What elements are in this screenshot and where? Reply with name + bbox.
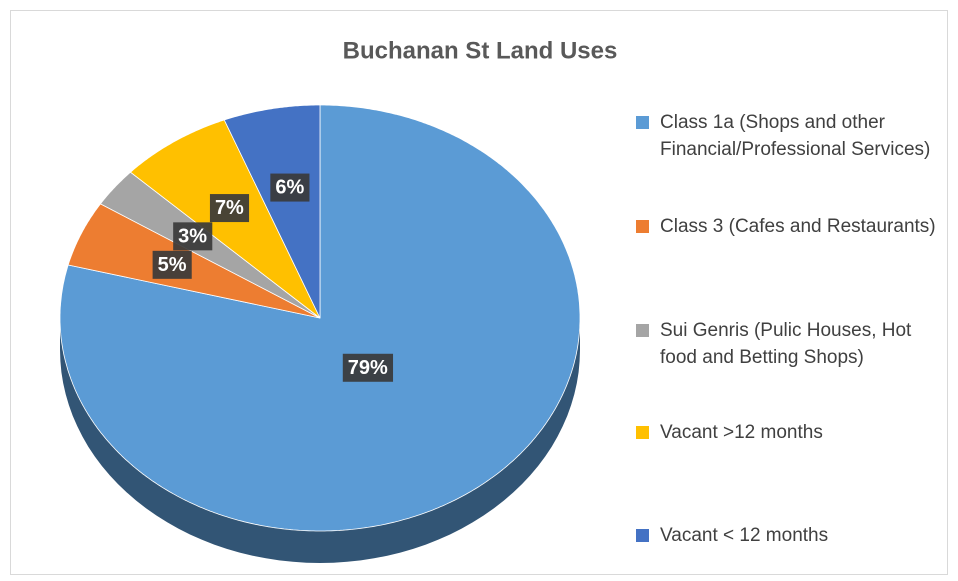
data-label: 79%: [348, 357, 388, 379]
data-label-group: 3%: [173, 222, 213, 251]
data-label: 7%: [215, 197, 244, 219]
legend-swatch: [636, 116, 649, 129]
legend-label: Class 3 (Cafes and Restaurants): [660, 216, 936, 237]
legend-swatch: [636, 426, 649, 439]
legend-entry: Class 1a (Shops and other Financial/Prof…: [636, 109, 946, 163]
legend-swatch: [636, 324, 649, 337]
data-label-group: 5%: [152, 250, 192, 279]
legend-swatch: [636, 529, 649, 542]
legend-entry: Vacant < 12 months: [636, 522, 946, 549]
legend-entry: Sui Genris (Pulic Houses, Hot food and B…: [636, 317, 946, 371]
data-label: 3%: [178, 225, 207, 247]
data-label-bg: [270, 173, 310, 202]
data-label: 6%: [275, 177, 304, 199]
legend-swatch: [636, 220, 649, 233]
data-label-bg: [209, 194, 250, 223]
data-label-group: 7%: [209, 194, 250, 223]
data-label-bg: [173, 222, 213, 251]
data-label-bg: [342, 353, 394, 382]
legend-entry: Class 3 (Cafes and Restaurants): [636, 213, 946, 240]
data-label-group: 6%: [270, 173, 310, 202]
legend-label: Vacant >12 months: [660, 422, 823, 443]
data-label: 5%: [158, 254, 187, 276]
data-label-bg: [152, 250, 192, 279]
legend-entry: Vacant >12 months: [636, 419, 946, 446]
legend-label: Class 1a (Shops and other Financial/Prof…: [660, 112, 931, 160]
legend-label: Sui Genris (Pulic Houses, Hot food and B…: [660, 320, 912, 368]
slice: [67, 203, 321, 319]
data-label-group: 79%: [342, 353, 394, 382]
slice: [223, 104, 321, 319]
chart-title: Buchanan St Land Uses: [343, 37, 618, 64]
legend-label: Vacant < 12 months: [660, 525, 829, 546]
